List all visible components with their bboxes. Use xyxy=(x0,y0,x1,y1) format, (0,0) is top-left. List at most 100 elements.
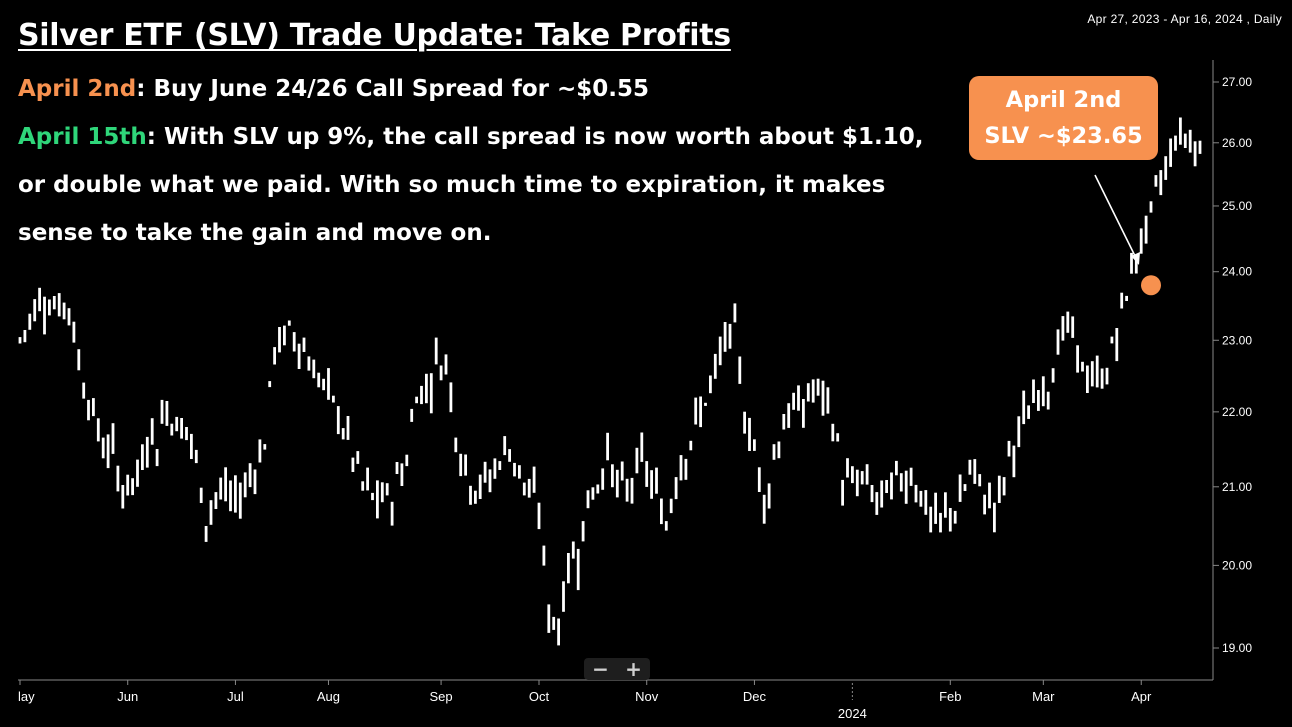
ohlc-bar xyxy=(1027,405,1030,419)
ohlc-bar xyxy=(190,433,193,459)
ohlc-bar xyxy=(67,308,71,326)
ohlc-bar xyxy=(640,432,644,462)
ohlc-bar xyxy=(1041,376,1045,407)
ohlc-bar xyxy=(283,325,286,346)
ohlc-bar xyxy=(444,354,448,375)
ohlc-bar xyxy=(317,372,321,388)
ohlc-bar xyxy=(904,470,908,504)
ohlc-bar xyxy=(513,462,516,477)
ohlc-bar xyxy=(738,356,742,384)
ohlc-bar xyxy=(885,480,888,493)
y-tick-label: 27.00 xyxy=(1222,75,1252,89)
ohlc-bar xyxy=(1076,345,1079,373)
ohlc-bar xyxy=(1037,390,1040,411)
ohlc-bar xyxy=(126,474,130,496)
ohlc-bar xyxy=(268,381,272,388)
ohlc-bar xyxy=(846,458,849,478)
body-line-4: sense to take the gain and move on. xyxy=(18,220,492,246)
ohlc-bar xyxy=(101,437,105,459)
ohlc-bar xyxy=(1110,336,1114,344)
ohlc-bar xyxy=(934,492,937,524)
ohlc-bar xyxy=(606,432,609,461)
ohlc-bar xyxy=(1046,391,1050,410)
zoom-out-button[interactable]: − xyxy=(592,657,609,681)
y-tick-label: 20.00 xyxy=(1222,558,1252,572)
ohlc-bar xyxy=(1164,156,1168,180)
ohlc-bar xyxy=(464,454,467,476)
ohlc-bar xyxy=(52,296,56,310)
ohlc-bar xyxy=(841,479,844,506)
callout-date: April 2nd xyxy=(1005,87,1122,113)
ohlc-bar xyxy=(62,302,66,320)
ohlc-bar xyxy=(327,368,330,400)
ohlc-bar xyxy=(748,417,751,451)
update-date: April 15th xyxy=(18,124,147,150)
ohlc-bar xyxy=(224,467,227,502)
ohlc-bar xyxy=(997,475,1001,503)
ohlc-bar xyxy=(278,327,281,353)
ohlc-bar xyxy=(493,458,497,479)
ohlc-bar xyxy=(23,330,27,343)
ohlc-bar xyxy=(939,512,942,533)
ohlc-bar xyxy=(287,320,291,326)
zoom-control: − + xyxy=(584,658,650,680)
ohlc-bar xyxy=(1071,316,1075,338)
ohlc-bar xyxy=(576,548,580,591)
ohlc-bar xyxy=(1130,252,1133,274)
ohlc-bar xyxy=(1012,445,1016,478)
ohlc-bar xyxy=(645,461,649,487)
ohlc-bar xyxy=(635,447,639,474)
ohlc-bar xyxy=(351,457,355,472)
ohlc-bar xyxy=(1056,329,1060,355)
x-axis-ticks: lay Jun Jul Aug Sep Oct Nov Dec Feb Mar Apr 2024 xyxy=(18,680,1152,721)
ohlc-bar xyxy=(733,303,737,323)
ohlc-bar xyxy=(449,382,453,413)
ohlc-bar xyxy=(1174,135,1177,151)
ohlc-bar xyxy=(297,343,301,369)
ohlc-bar xyxy=(341,428,345,440)
ohlc-bar xyxy=(1002,477,1006,496)
ohlc-bar xyxy=(767,483,771,509)
ohlc-bar xyxy=(596,484,600,494)
date-range-label: Apr 27, 2023 - Apr 16, 2024 , Daily xyxy=(1087,12,1282,26)
ohlc-bar xyxy=(899,473,903,492)
ohlc-bar xyxy=(395,462,399,474)
ohlc-bar xyxy=(625,478,629,502)
ohlc-bar xyxy=(757,467,761,492)
ohlc-bar xyxy=(723,322,727,352)
ohlc-bar xyxy=(92,398,95,417)
ohlc-bar xyxy=(199,487,203,503)
ohlc-bar xyxy=(973,459,977,484)
ohlc-bar xyxy=(660,498,663,525)
ohlc-bar xyxy=(1198,140,1202,154)
ohlc-bar xyxy=(792,392,795,410)
ohlc-bar xyxy=(454,437,458,453)
ohlc-bar xyxy=(141,444,144,470)
zoom-in-button[interactable]: + xyxy=(625,657,642,681)
ohlc-bar xyxy=(508,449,511,462)
ohlc-bar xyxy=(332,395,335,403)
ohlc-bar xyxy=(380,482,384,503)
ohlc-bar xyxy=(307,356,311,371)
ohlc-bar xyxy=(870,485,874,503)
y-axis-ticks: 19.00 20.00 21.00 22.00 23.00 24.00 25.00 26.00… xyxy=(1213,75,1252,655)
entry-date: April 2nd xyxy=(18,76,137,102)
ohlc-bar xyxy=(33,299,37,322)
entry-callout: April 2nd SLV ~$23.65 xyxy=(969,76,1158,160)
ohlc-bar xyxy=(415,396,418,404)
ohlc-bar xyxy=(292,332,296,352)
ohlc-bar xyxy=(478,474,482,499)
ohlc-bar xyxy=(1159,170,1163,196)
x-tick-label: Aug xyxy=(317,689,340,704)
ohlc-bar xyxy=(263,444,267,450)
ohlc-bar xyxy=(38,287,41,312)
ohlc-bar xyxy=(1120,292,1124,309)
ohlc-bar xyxy=(366,467,369,491)
ohlc-bar xyxy=(968,459,972,475)
ohlc-bar xyxy=(694,397,698,425)
ohlc-bar xyxy=(851,466,854,484)
ohlc-bar xyxy=(1144,215,1148,244)
ohlc-bar xyxy=(376,480,379,519)
ohlc-bar xyxy=(865,464,869,485)
ohlc-bar xyxy=(336,406,340,435)
